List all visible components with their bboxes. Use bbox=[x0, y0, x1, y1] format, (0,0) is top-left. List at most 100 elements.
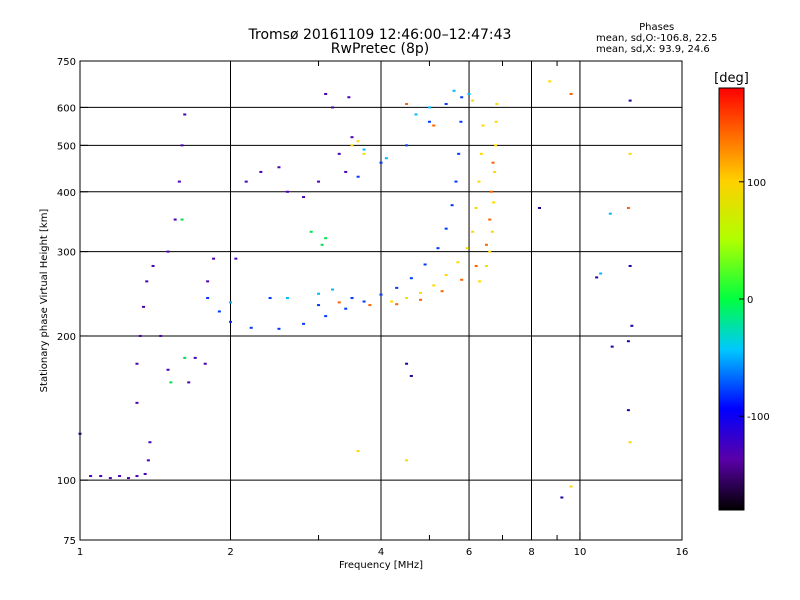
chart-subtitle: RwPretec (8p) bbox=[330, 41, 430, 57]
data-point bbox=[108, 477, 112, 480]
data-point bbox=[180, 144, 184, 147]
data-point bbox=[419, 291, 423, 294]
data-point bbox=[414, 113, 418, 116]
data-point bbox=[454, 180, 458, 183]
phase-stats: Phases mean, sd,O:-106.8, 22.5 mean, sd,… bbox=[596, 22, 717, 55]
data-point bbox=[488, 218, 492, 221]
data-point bbox=[344, 170, 348, 173]
data-point bbox=[405, 459, 409, 462]
x-tick-label: 16 bbox=[676, 547, 689, 558]
data-point bbox=[173, 218, 177, 221]
data-point bbox=[206, 280, 210, 283]
colorbar: [deg] -100 0 100 bbox=[714, 71, 770, 511]
data-point bbox=[423, 263, 427, 266]
data-point bbox=[177, 180, 181, 183]
plot-axes: 1 2 4 6 8 10 16 75 100 200 300 400 500 600 750 Frequenc… bbox=[39, 57, 688, 571]
phase-stats-x-mode: mean, sd,X: 93.9, 24.6 bbox=[596, 44, 710, 55]
y-tick-label: 750 bbox=[57, 57, 76, 68]
data-point bbox=[302, 322, 306, 325]
data-point bbox=[494, 144, 498, 147]
data-point bbox=[379, 161, 383, 164]
data-point bbox=[159, 334, 163, 337]
data-point bbox=[180, 218, 184, 221]
x-tick-label: 2 bbox=[227, 547, 233, 558]
data-point bbox=[302, 196, 306, 199]
data-point bbox=[229, 320, 232, 323]
data-point bbox=[491, 161, 495, 164]
data-point bbox=[317, 292, 321, 295]
data-point bbox=[138, 334, 142, 337]
data-point bbox=[145, 280, 149, 283]
y-axis-label: Stationary phase Virtual Height [km] bbox=[39, 209, 50, 393]
data-point bbox=[626, 206, 630, 209]
data-point bbox=[350, 297, 354, 300]
data-point bbox=[459, 120, 463, 123]
data-point bbox=[212, 257, 216, 260]
data-point bbox=[368, 304, 372, 307]
data-point bbox=[362, 152, 366, 155]
data-point bbox=[148, 441, 152, 444]
data-point bbox=[465, 247, 469, 250]
data-point bbox=[151, 264, 155, 267]
data-point bbox=[99, 475, 103, 478]
data-point bbox=[384, 157, 388, 160]
data-point bbox=[143, 473, 147, 476]
data-point bbox=[244, 180, 248, 183]
data-point bbox=[268, 297, 272, 300]
data-point bbox=[317, 180, 321, 183]
data-point bbox=[356, 175, 360, 178]
data-point bbox=[440, 290, 444, 293]
data-point bbox=[285, 190, 289, 193]
data-point bbox=[206, 297, 210, 300]
data-point bbox=[548, 80, 552, 83]
data-point bbox=[344, 307, 348, 310]
x-tick-label: 1 bbox=[77, 547, 83, 558]
data-point bbox=[135, 475, 139, 478]
chart-title: Tromsø 20161109 12:46:00–12:47:43 bbox=[248, 27, 512, 43]
data-point bbox=[89, 475, 93, 478]
y-tick-label: 75 bbox=[63, 536, 76, 547]
data-point bbox=[599, 272, 603, 275]
data-point bbox=[166, 368, 170, 371]
data-point bbox=[229, 301, 232, 304]
data-point bbox=[489, 190, 493, 193]
y-tick-label: 100 bbox=[57, 476, 76, 487]
data-point bbox=[478, 280, 482, 283]
data-point bbox=[183, 356, 187, 359]
data-point bbox=[569, 485, 573, 488]
data-point bbox=[405, 297, 409, 300]
data-point bbox=[495, 102, 499, 105]
data-point bbox=[493, 170, 497, 173]
colorbar-tick-label: 0 bbox=[747, 295, 753, 306]
data-point bbox=[187, 381, 191, 384]
data-point bbox=[628, 99, 632, 102]
data-point bbox=[350, 144, 354, 147]
data-point bbox=[490, 230, 494, 233]
data-point bbox=[405, 362, 409, 365]
data-point bbox=[166, 250, 170, 253]
data-point bbox=[560, 496, 564, 499]
data-point bbox=[467, 92, 471, 95]
data-point bbox=[427, 120, 431, 123]
data-point bbox=[203, 362, 207, 365]
data-point bbox=[234, 257, 238, 260]
data-point bbox=[135, 401, 139, 404]
data-point bbox=[324, 237, 328, 240]
data-point bbox=[595, 276, 599, 279]
data-point bbox=[320, 243, 324, 246]
data-point bbox=[362, 300, 366, 303]
data-point bbox=[379, 293, 383, 296]
data-point bbox=[317, 304, 321, 307]
data-point bbox=[362, 148, 366, 151]
data-point bbox=[331, 288, 335, 291]
data-point bbox=[347, 96, 351, 99]
x-tick-label: 6 bbox=[466, 547, 472, 558]
data-point bbox=[444, 274, 448, 277]
data-points bbox=[78, 80, 634, 499]
data-point bbox=[452, 89, 456, 92]
data-point bbox=[481, 124, 485, 127]
data-point bbox=[628, 152, 632, 155]
data-point bbox=[537, 206, 541, 209]
data-point bbox=[479, 152, 483, 155]
data-point bbox=[471, 230, 475, 233]
